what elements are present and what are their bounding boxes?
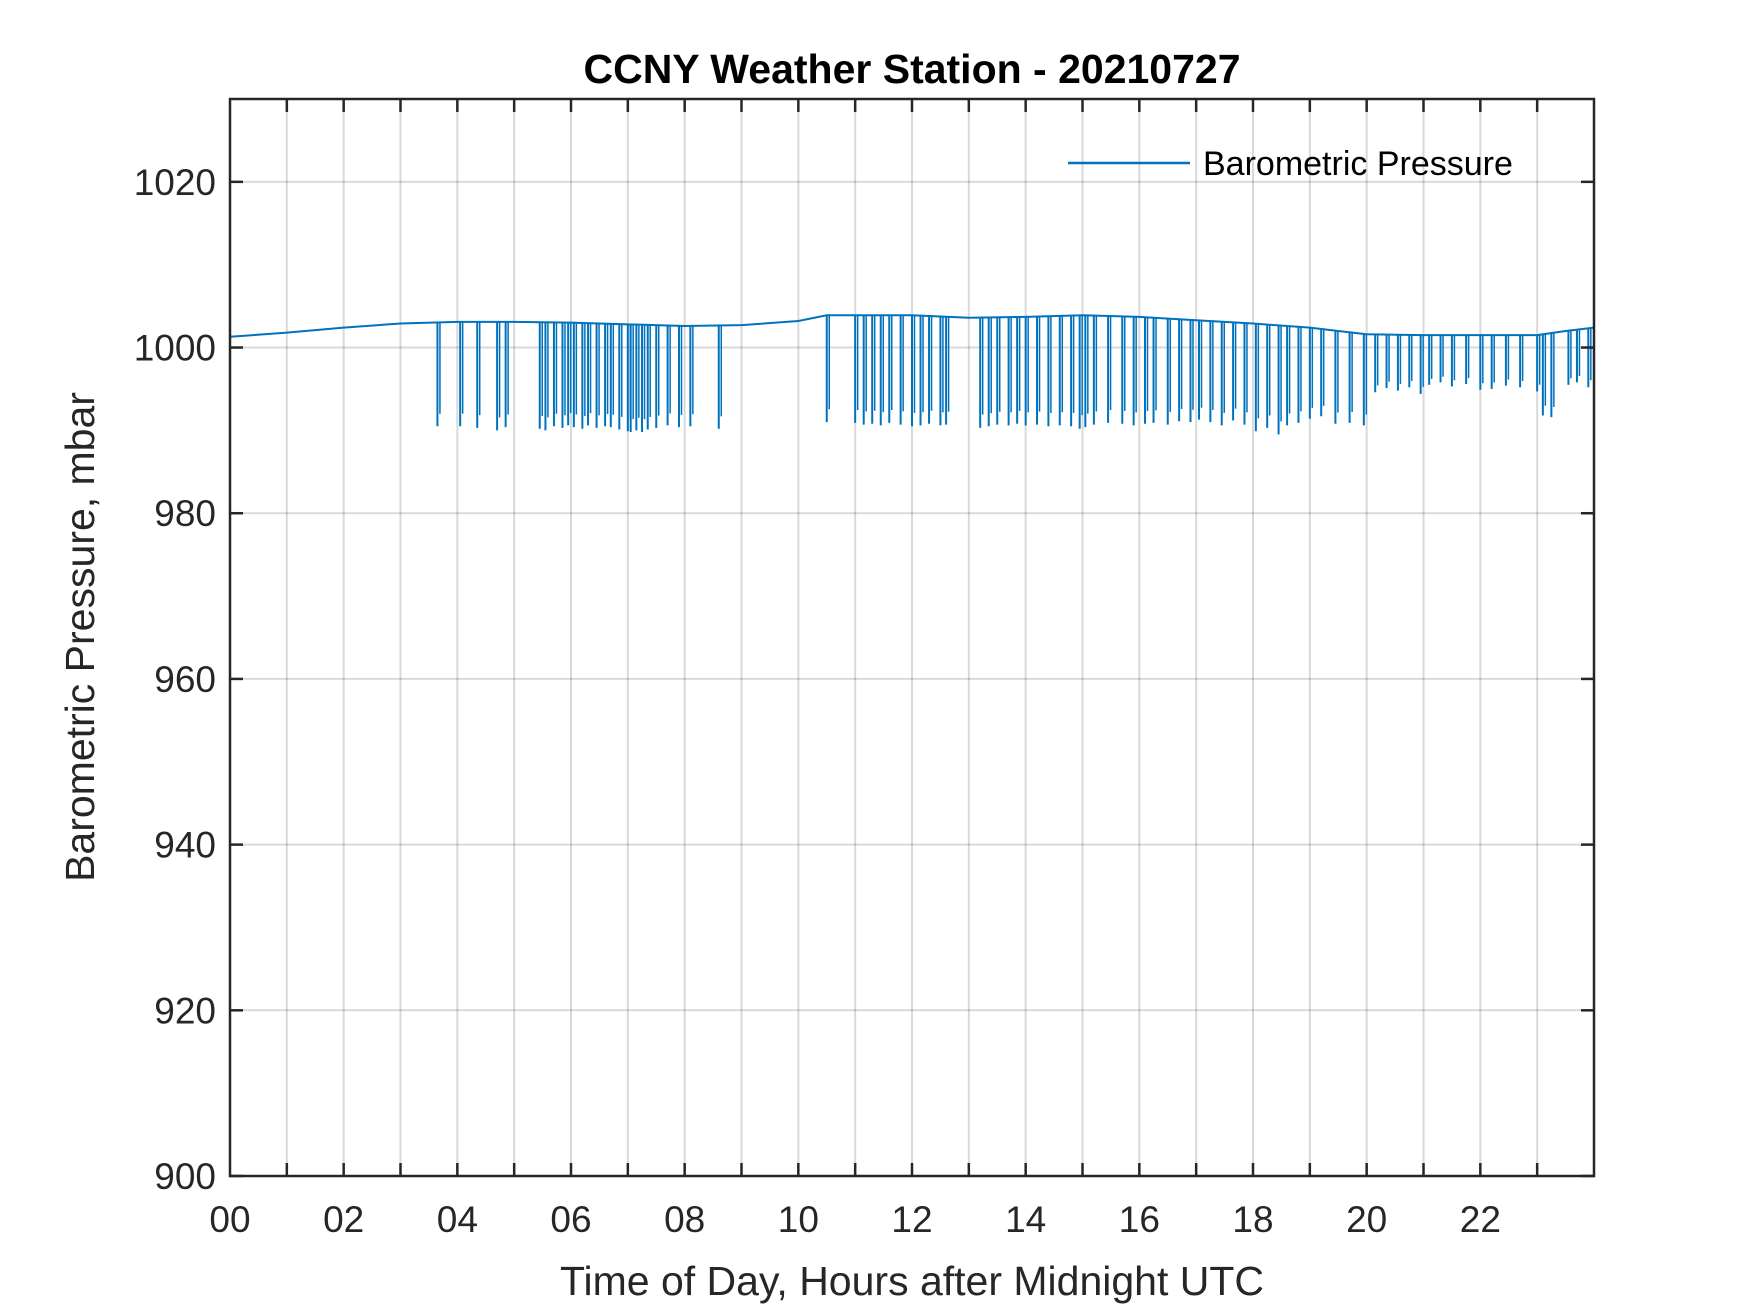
legend-entry-barometric-pressure: Barometric Pressure: [1203, 145, 1513, 183]
y-tick-label: 1000: [134, 328, 216, 369]
y-tick-label: 900: [154, 1156, 216, 1197]
y-tick-label: 980: [154, 493, 216, 534]
chart-title: CCNY Weather Station - 20210727: [583, 46, 1240, 92]
x-tick-label: 04: [437, 1199, 478, 1240]
tick-layer: [230, 99, 1594, 1178]
grid-layer: [230, 99, 1594, 1176]
x-tick-label: 14: [1005, 1199, 1046, 1240]
y-axis-label: Barometric Pressure, mbar: [57, 392, 103, 882]
series-layer: [229, 314, 1595, 435]
x-axis-label: Time of Day, Hours after Midnight UTC: [560, 1258, 1264, 1304]
y-tick-label: 920: [154, 990, 216, 1031]
series-line-barometric-pressure: [229, 314, 1595, 338]
y-tick-label: 960: [154, 659, 216, 700]
legend: Barometric Pressure: [1068, 145, 1513, 183]
x-tick-label: 20: [1346, 1199, 1387, 1240]
y-tick-label: 1020: [134, 162, 216, 203]
label-layer: 900 920 940 960 980 1000 1020 00 02 04 06 08 10 12 14 1…: [134, 162, 1501, 1240]
x-tick-label: 18: [1232, 1199, 1273, 1240]
x-tick-label: 10: [778, 1199, 819, 1240]
x-tick-label: 12: [891, 1199, 932, 1240]
x-tick-label: 16: [1119, 1199, 1160, 1240]
x-tick-label: 02: [323, 1199, 364, 1240]
x-tick-label: 06: [550, 1199, 591, 1240]
y-tick-label: 940: [154, 825, 216, 866]
x-tick-label: 08: [664, 1199, 705, 1240]
x-tick-label: 00: [209, 1199, 250, 1240]
plot-area: [230, 99, 1594, 1176]
x-tick-label: 22: [1460, 1199, 1501, 1240]
